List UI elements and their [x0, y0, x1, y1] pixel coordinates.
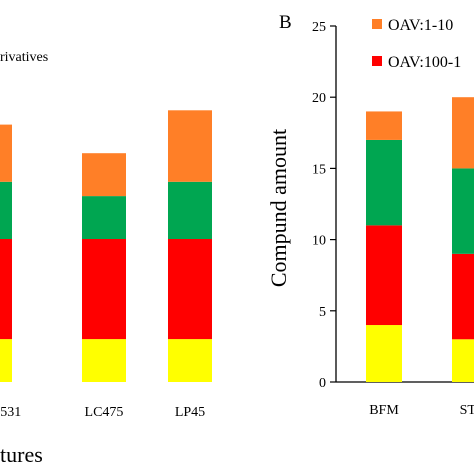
- y-tick-label: 20: [312, 91, 326, 106]
- y-tick-label: 15: [312, 162, 326, 177]
- bar-segment: [452, 339, 474, 382]
- y-tick-label: 0: [319, 376, 326, 391]
- panel-a: s531 LC475 LP45 rivatives tures: [0, 50, 212, 467]
- x-axis-title: tures: [0, 442, 43, 467]
- bar-segment: [168, 239, 212, 340]
- chart-title: rivatives: [0, 50, 48, 65]
- bar-segment: [82, 339, 126, 382]
- bar-segment: [366, 111, 402, 140]
- legend-label: OAV:100-1: [388, 54, 461, 71]
- bar-segment: [0, 181, 12, 239]
- bar-segment: [168, 110, 212, 182]
- legend-label: OAV:1-10: [388, 17, 453, 34]
- y-tick-label: 5: [319, 305, 326, 320]
- y-tick-label: 10: [312, 234, 326, 249]
- x-tick-label: LC475: [85, 405, 124, 420]
- x-tick-label: STs: [460, 403, 474, 418]
- x-tick-label: BFM: [369, 403, 399, 418]
- bar-segment: [0, 239, 12, 340]
- y-tick-label: 25: [312, 20, 326, 35]
- x-tick-label: LP45: [175, 405, 205, 420]
- bar-segment: [452, 253, 474, 340]
- bar-segment: [82, 196, 126, 239]
- panel-b: B 0 5 10 15 20 25 Compund amount BFM STs OAV:1-10 O…: [266, 12, 474, 418]
- bar-segment: [366, 325, 402, 382]
- legend-swatch: [372, 19, 382, 29]
- y-axis-title: Compund amount: [266, 129, 291, 287]
- bar-segment: [452, 168, 474, 254]
- panel-label: B: [279, 12, 292, 33]
- bar-segment: [168, 339, 212, 382]
- legend-swatch: [372, 56, 382, 66]
- bar-segment: [0, 124, 12, 182]
- bar-segment: [366, 139, 402, 226]
- bar-segment: [366, 225, 402, 326]
- bar-segment: [0, 339, 12, 382]
- bar-segment: [168, 181, 212, 239]
- bar-segment: [452, 97, 474, 169]
- bar-segment: [82, 239, 126, 340]
- x-tick-label: s531: [0, 405, 21, 420]
- bar-segment: [82, 153, 126, 197]
